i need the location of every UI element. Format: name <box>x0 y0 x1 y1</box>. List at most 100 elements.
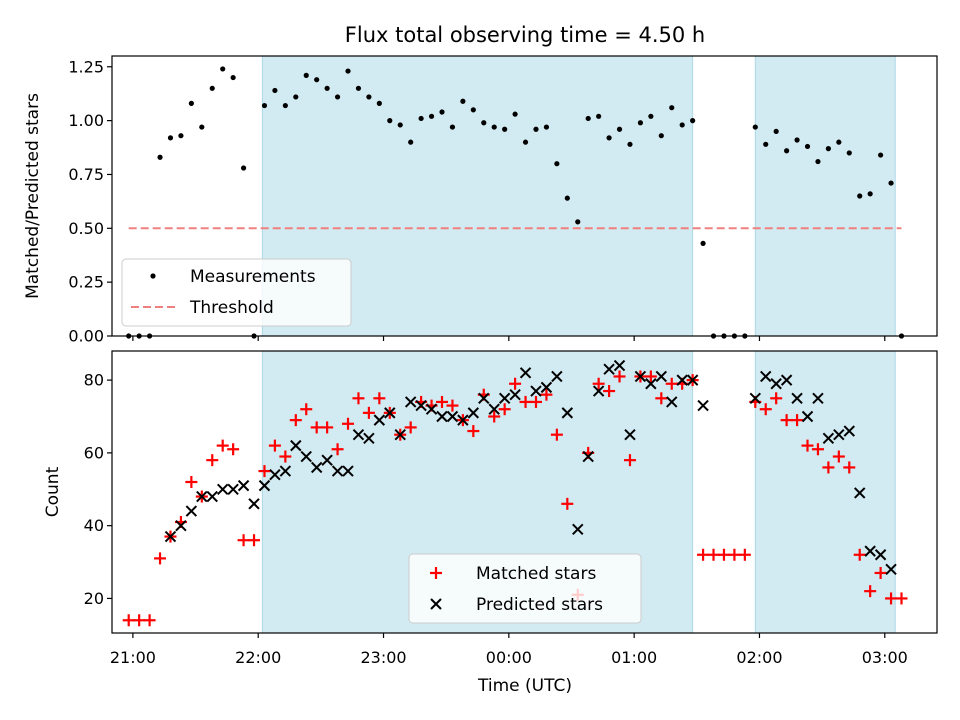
predicted-star-stroke <box>498 392 511 405</box>
measurement-point <box>512 111 518 117</box>
predicted-star-point <box>415 399 427 412</box>
measurement-point <box>355 85 362 91</box>
matched-star-point <box>268 439 281 452</box>
legend-predicted-label: Predicted stars <box>476 595 603 615</box>
measurement-point <box>397 122 403 128</box>
predicted-star-stroke <box>310 461 323 474</box>
measurement-point <box>199 124 205 130</box>
matched-star-point <box>780 414 793 427</box>
matched-star-point <box>864 585 877 598</box>
predicted-star-point <box>175 519 187 532</box>
predicted-star-point <box>655 370 668 383</box>
matched-star-point <box>310 421 323 434</box>
predicted-star-stroke <box>404 396 417 408</box>
bottom-x-tick-label: 03:00 <box>862 648 908 667</box>
matched-star-point <box>185 475 198 488</box>
predicted-star-point <box>404 396 417 408</box>
predicted-star-point <box>854 487 866 499</box>
predicted-star-stroke <box>551 370 563 383</box>
predicted-star-stroke <box>216 483 229 495</box>
matched-star-point <box>822 461 835 474</box>
predicted-star-point <box>791 392 803 405</box>
top-legend-box <box>121 258 352 327</box>
matched-star-point <box>885 592 898 605</box>
predicted-star-stroke <box>175 519 187 532</box>
predicted-star-point <box>488 403 500 415</box>
bottom-y-ticks: 20 40 60 80 <box>84 371 112 608</box>
top-legend: Measurements Threshold <box>121 258 352 327</box>
predicted-star-point <box>331 465 344 477</box>
predicted-star-point <box>436 410 448 423</box>
predicted-star-stroke <box>446 410 459 423</box>
predicted-star-stroke <box>164 530 177 543</box>
matched-star-point <box>529 395 542 408</box>
predicted-star-point <box>425 403 438 415</box>
predicted-star-point <box>624 428 636 441</box>
predicted-star-stroke <box>791 392 803 405</box>
predicted-star-stroke <box>363 432 375 445</box>
predicted-star-point <box>780 374 793 386</box>
predicted-star-stroke <box>854 487 866 499</box>
measurement-point <box>282 102 288 109</box>
measurement-point <box>648 113 654 119</box>
predicted-star-point <box>812 392 824 405</box>
predicted-star-point <box>822 432 835 445</box>
matched-star-point <box>895 592 908 605</box>
matched-star-point <box>540 388 553 401</box>
matched-star-point <box>759 403 772 416</box>
predicted-star-point <box>394 428 406 441</box>
chart-title: Flux total observing time = 4.50 h <box>345 23 705 47</box>
predicted-star-stroke <box>582 450 594 463</box>
predicted-star-point <box>279 465 292 477</box>
predicted-star-stroke <box>206 490 218 503</box>
predicted-star-point <box>519 367 532 379</box>
matched-star-point <box>133 614 146 627</box>
predicted-star-point <box>833 428 845 441</box>
matched-star-point <box>352 392 365 405</box>
legend-measurements-label: Measurements <box>190 267 316 287</box>
matched-star-point <box>644 370 657 383</box>
predicted-star-point <box>676 374 688 386</box>
top-y-ticks: 0.00 0.25 0.50 0.75 1.00 1.25 <box>68 57 112 346</box>
predicted-star-stroke <box>269 469 281 481</box>
matched-star-point <box>227 443 240 456</box>
matched-star-point <box>801 439 814 452</box>
matched-star-point <box>362 406 375 419</box>
predicted-star-point <box>572 523 584 536</box>
predicted-star-point <box>269 469 281 481</box>
predicted-star-stroke <box>655 370 668 383</box>
predicted-star-point <box>321 454 333 466</box>
legend-predicted-marker <box>430 598 442 610</box>
predicted-star-stroke <box>780 374 793 386</box>
measurement-point <box>815 158 821 165</box>
predicted-star-stroke <box>645 378 657 390</box>
measurement-point <box>752 124 758 130</box>
measurement-point <box>418 115 424 122</box>
matched-star-point <box>279 450 292 463</box>
measurement-point <box>846 150 852 156</box>
measurement-point <box>836 139 842 145</box>
matched-star-point <box>697 548 710 561</box>
predicted-star-stroke <box>822 432 835 445</box>
predicted-star-point <box>248 498 260 510</box>
predicted-star-point <box>237 479 250 492</box>
predicted-star-point <box>561 407 574 419</box>
matched-star-point <box>874 566 887 579</box>
predicted-star-point <box>258 479 271 492</box>
predicted-star-point <box>686 374 699 386</box>
bottom-axes-frame <box>111 350 938 634</box>
matched-star-point <box>404 421 417 434</box>
measurement-point <box>460 98 466 104</box>
predicted-star-stroke <box>770 378 782 390</box>
matched-star-point <box>321 421 334 434</box>
measurement-point <box>763 141 769 147</box>
top-shaded-regions <box>261 55 896 337</box>
bottom-x-tick-label: 23:00 <box>360 648 406 667</box>
measurement-point <box>700 240 706 246</box>
predicted-star-stroke <box>248 498 260 510</box>
top-y-axis-label: Matched/Predicted stars <box>23 93 43 299</box>
measurement-point <box>408 139 414 145</box>
measurement-point <box>543 124 550 130</box>
measurement-point <box>616 126 623 132</box>
